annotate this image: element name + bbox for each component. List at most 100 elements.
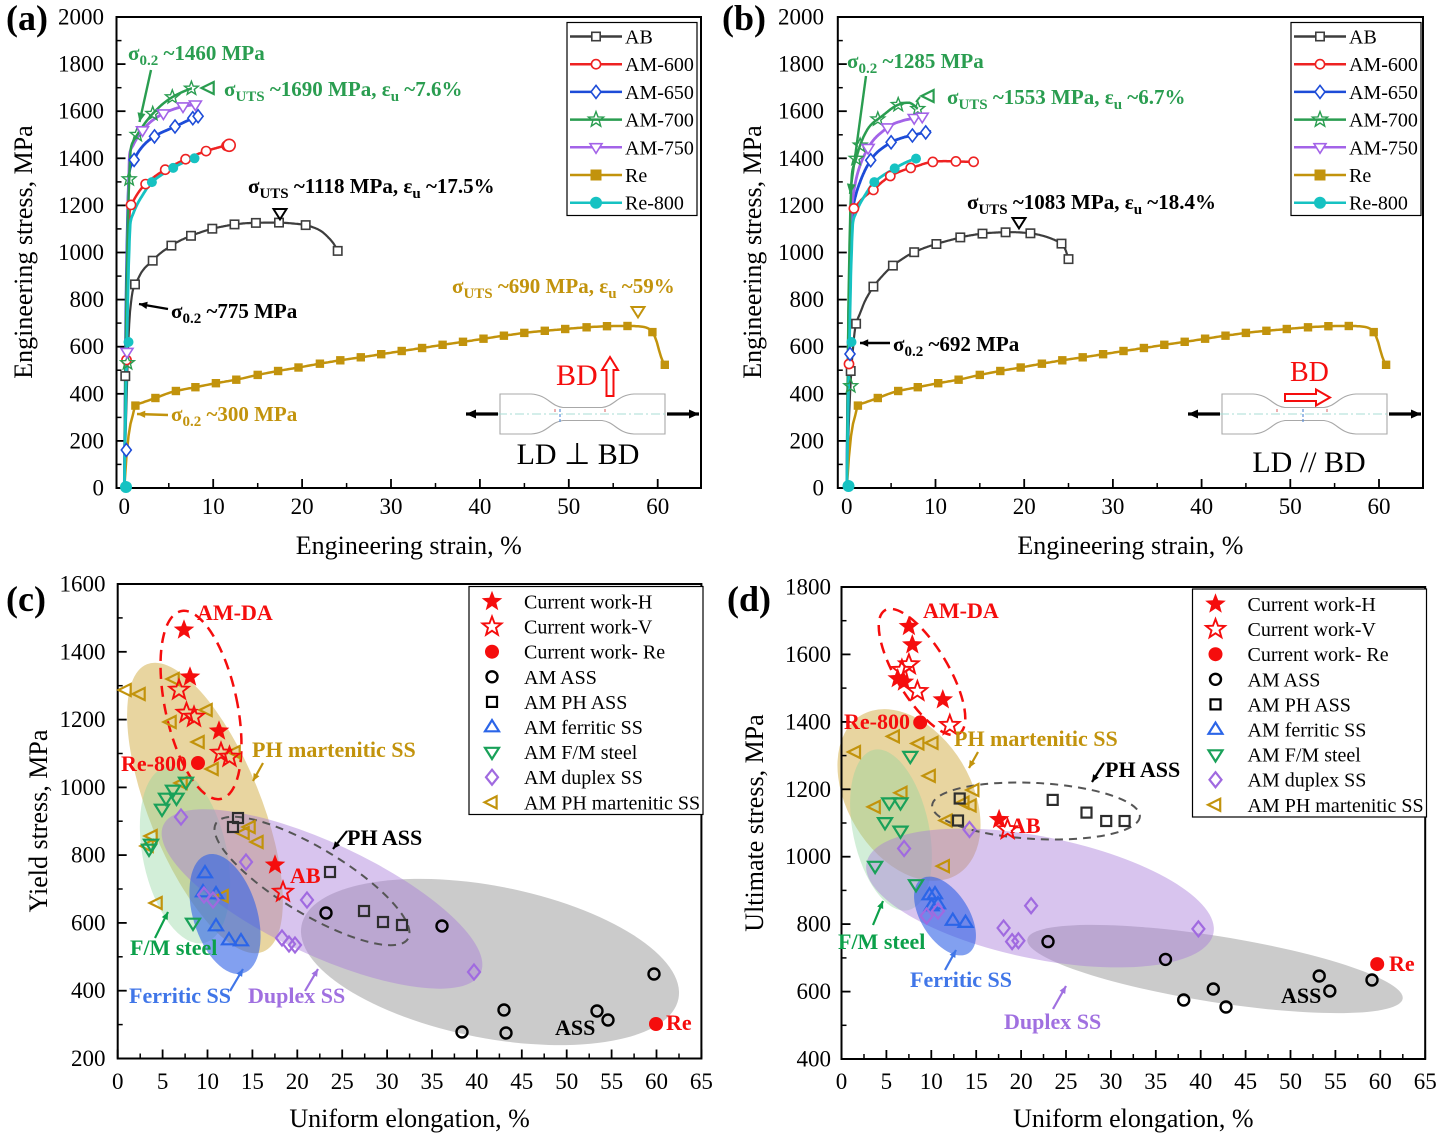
svg-text:AM ASS: AM ASS (524, 667, 597, 689)
svg-text:5: 5 (881, 1069, 893, 1094)
svg-text:AM-750: AM-750 (625, 137, 694, 159)
svg-text:σ0.2 ~775 MPa: σ0.2 ~775 MPa (171, 299, 298, 327)
svg-text:Re-800: Re-800 (625, 193, 684, 215)
svg-text:BD: BD (556, 359, 598, 392)
svg-text:σUTS ~690 MPa, εu ~59%: σUTS ~690 MPa, εu ~59% (452, 274, 675, 302)
svg-text:Engineering stress, MPa: Engineering stress, MPa (738, 125, 767, 379)
svg-text:AB: AB (290, 863, 321, 888)
svg-text:1000: 1000 (785, 844, 831, 869)
svg-text:1800: 1800 (778, 52, 824, 77)
svg-text:15: 15 (965, 1069, 988, 1094)
svg-text:Uniform elongation, %: Uniform elongation, % (289, 1104, 529, 1133)
svg-text:1200: 1200 (58, 193, 104, 218)
svg-text:10: 10 (202, 494, 225, 519)
svg-text:σ0.2 ~300 MPa: σ0.2 ~300 MPa (171, 402, 298, 430)
svg-text:60: 60 (645, 1069, 668, 1094)
svg-text:Current work- Re: Current work- Re (524, 642, 665, 664)
svg-text:60: 60 (646, 494, 669, 519)
svg-text:Re-800: Re-800 (1349, 193, 1408, 215)
svg-text:Re: Re (1349, 165, 1371, 187)
svg-text:Re: Re (666, 1010, 692, 1035)
svg-text:5: 5 (157, 1069, 169, 1094)
svg-text:AM PH martenitic SS: AM PH martenitic SS (524, 792, 700, 814)
svg-text:10: 10 (920, 1069, 943, 1094)
svg-text:AM PH ASS: AM PH ASS (1248, 694, 1351, 716)
svg-text:AB: AB (1010, 813, 1041, 838)
svg-text:10: 10 (924, 494, 947, 519)
svg-text:40: 40 (465, 1069, 488, 1094)
svg-text:20: 20 (286, 1069, 309, 1094)
svg-text:σUTS ~1118 MPa, εu ~17.5%: σUTS ~1118 MPa, εu ~17.5% (248, 174, 495, 202)
svg-text:σUTS ~1553 MPa, εu ~6.7%: σUTS ~1553 MPa, εu ~6.7% (947, 85, 1185, 113)
svg-text:(d): (d) (727, 579, 771, 619)
svg-text:60: 60 (1368, 494, 1391, 519)
svg-text:AM duplex SS: AM duplex SS (1248, 770, 1367, 792)
svg-text:1600: 1600 (58, 99, 104, 124)
svg-text:Uniform elongation, %: Uniform elongation, % (1013, 1104, 1253, 1133)
svg-text:AM PH martenitic SS: AM PH martenitic SS (1248, 795, 1424, 817)
svg-text:LD // BD: LD // BD (1252, 446, 1365, 479)
svg-text:LD ⊥ BD: LD ⊥ BD (517, 438, 640, 471)
svg-text:Current work-V: Current work-V (1248, 619, 1377, 641)
svg-text:1200: 1200 (778, 193, 824, 218)
svg-text:1000: 1000 (778, 240, 824, 265)
svg-text:20: 20 (1010, 1069, 1033, 1094)
svg-text:AM duplex SS: AM duplex SS (524, 767, 643, 789)
svg-text:600: 600 (797, 979, 832, 1004)
svg-text:(c): (c) (6, 579, 46, 619)
svg-text:PH martenitic SS: PH martenitic SS (252, 737, 416, 762)
svg-text:800: 800 (797, 912, 832, 937)
svg-text:2000: 2000 (778, 5, 824, 30)
svg-text:50: 50 (1279, 1069, 1302, 1094)
svg-text:15: 15 (241, 1069, 264, 1094)
svg-text:1000: 1000 (58, 240, 104, 265)
svg-text:Current work-H: Current work-H (524, 592, 652, 614)
svg-text:35: 35 (1144, 1069, 1167, 1094)
svg-text:55: 55 (1324, 1069, 1347, 1094)
svg-text:0: 0 (841, 494, 853, 519)
svg-text:60: 60 (1369, 1069, 1392, 1094)
svg-text:10: 10 (196, 1069, 219, 1094)
svg-text:25: 25 (1055, 1069, 1078, 1094)
svg-text:35: 35 (421, 1069, 444, 1094)
svg-text:ASS: ASS (555, 1015, 595, 1040)
svg-text:30: 30 (1101, 494, 1124, 519)
svg-text:AM-DA: AM-DA (197, 600, 273, 625)
svg-text:Engineering stress, MPa: Engineering stress, MPa (9, 125, 38, 379)
svg-text:AM ferritic SS: AM ferritic SS (1248, 720, 1367, 742)
svg-text:AM ferritic SS: AM ferritic SS (524, 717, 643, 739)
svg-text:(b): (b) (722, 0, 766, 38)
svg-text:0: 0 (112, 1069, 124, 1094)
svg-text:Current work- Re: Current work- Re (1248, 644, 1389, 666)
svg-text:σ0.2 ~1460 MPa: σ0.2 ~1460 MPa (128, 41, 265, 69)
svg-text:σUTS ~1690 MPa, εu ~7.6%: σUTS ~1690 MPa, εu ~7.6% (224, 77, 462, 105)
svg-text:1600: 1600 (778, 99, 824, 124)
svg-text:800: 800 (70, 287, 105, 312)
svg-text:1800: 1800 (785, 575, 831, 600)
svg-text:1400: 1400 (785, 709, 831, 734)
svg-text:AB: AB (1349, 27, 1377, 49)
svg-text:400: 400 (70, 381, 105, 406)
svg-text:50: 50 (555, 1069, 578, 1094)
svg-text:Ferritic SS: Ferritic SS (129, 983, 231, 1008)
svg-text:40: 40 (1189, 1069, 1212, 1094)
svg-text:AM-600: AM-600 (625, 54, 694, 76)
svg-text:600: 600 (790, 334, 825, 359)
svg-text:800: 800 (790, 287, 825, 312)
svg-text:Yield stress, MPa: Yield stress, MPa (24, 729, 53, 912)
svg-text:σ0.2 ~1285 MPa: σ0.2 ~1285 MPa (847, 49, 984, 77)
svg-text:PH ASS: PH ASS (1105, 757, 1180, 782)
svg-text:Re: Re (625, 165, 647, 187)
svg-text:Ultimate stress, MPa: Ultimate stress, MPa (740, 714, 769, 932)
svg-text:AM-DA: AM-DA (923, 598, 999, 623)
svg-text:50: 50 (557, 494, 580, 519)
svg-text:1400: 1400 (778, 146, 824, 171)
svg-text:600: 600 (70, 334, 105, 359)
svg-text:0: 0 (119, 494, 131, 519)
svg-text:800: 800 (71, 843, 106, 868)
svg-text:65: 65 (1414, 1069, 1437, 1094)
svg-text:Re-800: Re-800 (121, 751, 187, 776)
svg-text:0: 0 (93, 476, 105, 501)
svg-text:1400: 1400 (58, 146, 104, 171)
svg-text:400: 400 (790, 381, 825, 406)
